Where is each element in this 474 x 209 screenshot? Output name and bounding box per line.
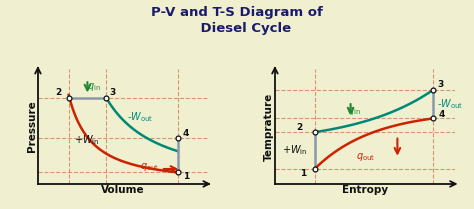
Y-axis label: Pressure: Pressure [27,101,36,152]
Text: 1: 1 [183,172,189,181]
Text: +W$_{\rm in}$: +W$_{\rm in}$ [282,143,308,157]
Text: 2: 2 [297,123,303,132]
Text: q$_{\rm out}$: q$_{\rm out}$ [356,151,375,163]
Text: 4: 4 [439,110,445,119]
Text: 3: 3 [437,80,443,89]
Text: 2: 2 [55,88,61,97]
Text: 4: 4 [183,129,189,138]
Text: +W$_{\rm in}$: +W$_{\rm in}$ [74,134,100,148]
Text: -W$_{\rm out}$: -W$_{\rm out}$ [437,97,463,111]
Text: q$_{\rm in}$: q$_{\rm in}$ [87,80,100,93]
Text: -W$_{\rm out}$: -W$_{\rm out}$ [127,111,153,125]
Text: q$_{\rm out}$: q$_{\rm out}$ [140,161,160,173]
Text: P-V and T-S Diagram of
    Diesel Cycle: P-V and T-S Diagram of Diesel Cycle [151,6,323,35]
Y-axis label: Temprature: Temprature [264,92,273,161]
X-axis label: Entropy: Entropy [342,185,388,195]
Text: 3: 3 [109,88,116,97]
X-axis label: Volume: Volume [101,185,145,195]
Text: 1: 1 [300,169,306,178]
Text: q$_{\rm in}$: q$_{\rm in}$ [347,105,361,117]
